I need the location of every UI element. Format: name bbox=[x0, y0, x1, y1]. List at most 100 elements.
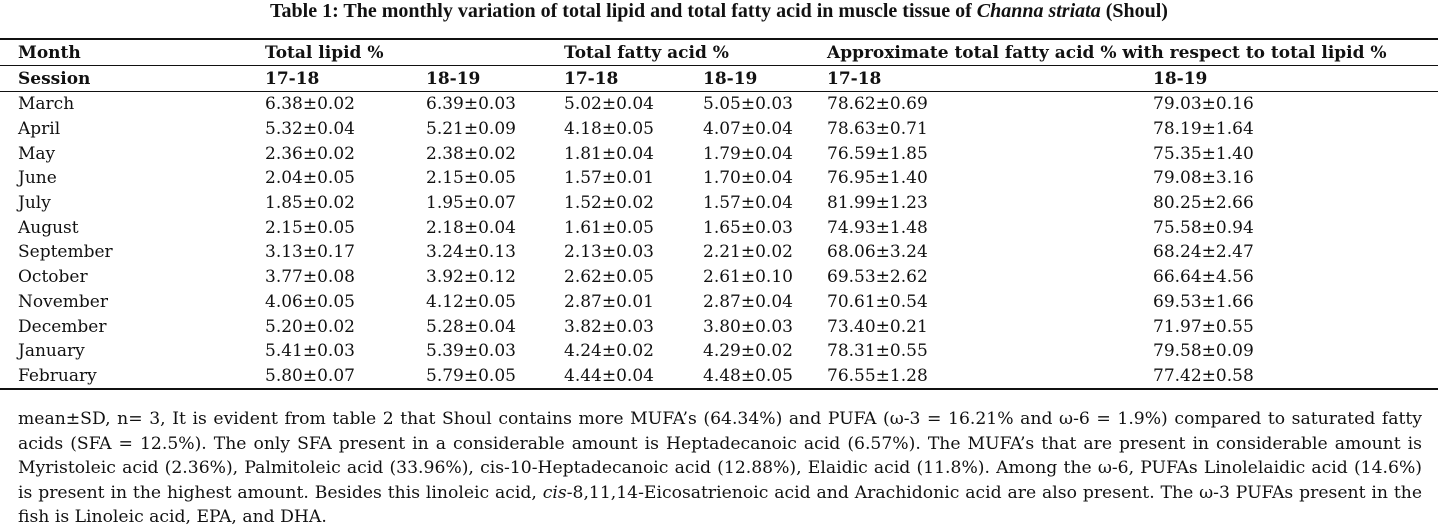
value-cell: 1.79±0.04 bbox=[703, 143, 793, 164]
value-cell: 1.57±0.01 bbox=[564, 168, 654, 189]
month-cell: July bbox=[18, 193, 51, 214]
session-fatty-18-19: 18-19 bbox=[685, 65, 810, 92]
value-cell: 78.63±0.71 bbox=[827, 119, 928, 140]
value-cell: 5.28±0.04 bbox=[426, 316, 516, 337]
value-cell: 1.85±0.02 bbox=[265, 193, 355, 214]
value-cell: 1.81±0.04 bbox=[564, 143, 654, 164]
value-cell: 80.25±2.66 bbox=[1153, 193, 1254, 214]
value-cell: 68.24±2.47 bbox=[1153, 242, 1254, 263]
month-cell: January bbox=[18, 341, 85, 362]
value-cell: 79.03±0.16 bbox=[1153, 94, 1254, 115]
value-cell: 3.92±0.12 bbox=[426, 267, 516, 288]
paragraph-text: mean±SD, n= 3, It is evident from table … bbox=[18, 407, 1422, 530]
value-cell: 5.39±0.03 bbox=[426, 341, 516, 362]
value-cell: 78.62±0.69 bbox=[827, 94, 928, 115]
value-cell: 2.62±0.05 bbox=[564, 267, 654, 288]
session-fatty-17-18: 17-18 bbox=[546, 65, 686, 92]
table-row: May 2.36±0.02 2.38±0.02 1.81±0.04 1.79±0.04 7… bbox=[0, 141, 1438, 166]
month-cell: March bbox=[18, 94, 75, 115]
month-cell: February bbox=[18, 365, 97, 386]
table-row: January 5.41±0.03 5.39±0.03 4.24±0.02 4.29±0… bbox=[0, 339, 1438, 364]
month-cell: November bbox=[18, 291, 108, 312]
value-cell: 4.24±0.02 bbox=[564, 341, 654, 362]
value-cell: 1.70±0.04 bbox=[703, 168, 793, 189]
session-ratio-18-19: 18-19 bbox=[1135, 65, 1438, 92]
lipid-fatty-acid-table: Month Total lipid % Total fatty acid % A… bbox=[0, 38, 1438, 391]
value-cell: 76.95±1.40 bbox=[827, 168, 928, 189]
value-cell: 5.79±0.05 bbox=[426, 365, 516, 386]
body-paragraph: mean±SD, n= 3, It is evident from table … bbox=[18, 407, 1422, 530]
value-cell: 3.24±0.13 bbox=[426, 242, 516, 263]
month-cell: August bbox=[18, 217, 79, 238]
caption-text: Table 1: The monthly variation of total … bbox=[270, 0, 977, 22]
value-cell: 1.95±0.07 bbox=[426, 193, 516, 214]
total-fatty-acid-header: Total fatty acid % bbox=[546, 39, 810, 66]
table-row: June 2.04±0.05 2.15±0.05 1.57±0.01 1.70±0.04… bbox=[0, 166, 1438, 191]
value-cell: 5.05±0.03 bbox=[703, 94, 793, 115]
value-cell: 5.32±0.04 bbox=[265, 119, 355, 140]
value-cell: 2.36±0.02 bbox=[265, 143, 355, 164]
table-caption: Table 1: The monthly variation of total … bbox=[0, 0, 1438, 26]
value-cell: 4.12±0.05 bbox=[426, 291, 516, 312]
value-cell: 3.77±0.08 bbox=[265, 267, 355, 288]
value-cell: 1.57±0.04 bbox=[703, 193, 793, 214]
value-cell: 4.44±0.04 bbox=[564, 365, 654, 386]
month-cell: December bbox=[18, 316, 107, 337]
value-cell: 2.87±0.01 bbox=[564, 291, 654, 312]
value-cell: 77.42±0.58 bbox=[1153, 365, 1254, 386]
table-row: August 2.15±0.05 2.18±0.04 1.61±0.05 1.65±0.… bbox=[0, 215, 1438, 240]
value-cell: 3.80±0.03 bbox=[703, 316, 793, 337]
table-row: September 3.13±0.17 3.24±0.13 2.13±0.03 2.21… bbox=[0, 240, 1438, 265]
value-cell: 76.55±1.28 bbox=[827, 365, 928, 386]
value-cell: 2.87±0.04 bbox=[703, 291, 793, 312]
table-row: December 5.20±0.02 5.28±0.04 3.82±0.03 3.80±… bbox=[0, 314, 1438, 339]
paragraph-part-1: mean±SD, n= 3, It is evident from table … bbox=[18, 409, 1422, 503]
table-row: February 5.80±0.07 5.79±0.05 4.44±0.04 4.48±… bbox=[0, 364, 1438, 390]
value-cell: 5.80±0.07 bbox=[265, 365, 355, 386]
total-lipid-header: Total lipid % bbox=[247, 39, 547, 66]
session-ratio-17-18: 17-18 bbox=[809, 65, 1136, 92]
value-cell: 4.06±0.05 bbox=[265, 291, 355, 312]
value-cell: 73.40±0.21 bbox=[827, 316, 928, 337]
session-lipid-17-18: 17-18 bbox=[247, 65, 408, 92]
value-cell: 79.58±0.09 bbox=[1153, 341, 1254, 362]
value-cell: 4.29±0.02 bbox=[703, 341, 793, 362]
value-cell: 71.97±0.55 bbox=[1153, 316, 1254, 337]
value-cell: 76.59±1.85 bbox=[827, 143, 928, 164]
value-cell: 79.08±3.16 bbox=[1153, 168, 1254, 189]
value-cell: 2.04±0.05 bbox=[265, 168, 355, 189]
month-cell: September bbox=[18, 242, 113, 263]
value-cell: 68.06±3.24 bbox=[827, 242, 928, 263]
value-cell: 5.20±0.02 bbox=[265, 316, 355, 337]
value-cell: 69.53±1.66 bbox=[1153, 291, 1254, 312]
month-cell: April bbox=[18, 119, 61, 140]
value-cell: 2.15±0.05 bbox=[426, 168, 516, 189]
table-row: October 3.77±0.08 3.92±0.12 2.62±0.05 2.61±0… bbox=[0, 265, 1438, 290]
value-cell: 5.02±0.04 bbox=[564, 94, 654, 115]
value-cell: 6.38±0.02 bbox=[265, 94, 355, 115]
value-cell: 4.18±0.05 bbox=[564, 119, 654, 140]
value-cell: 74.93±1.48 bbox=[827, 217, 928, 238]
table-row: April 5.32±0.04 5.21±0.09 4.18±0.05 4.07±0.0… bbox=[0, 117, 1438, 142]
value-cell: 2.61±0.10 bbox=[703, 267, 793, 288]
month-cell: October bbox=[18, 267, 88, 288]
caption-species: Channa striata bbox=[976, 0, 1101, 22]
month-cell: May bbox=[18, 143, 56, 164]
value-cell: 1.52±0.02 bbox=[564, 193, 654, 214]
month-cell: June bbox=[18, 168, 57, 189]
value-cell: 78.31±0.55 bbox=[827, 341, 928, 362]
value-cell: 2.15±0.05 bbox=[265, 217, 355, 238]
value-cell: 3.82±0.03 bbox=[564, 316, 654, 337]
value-cell: 1.61±0.05 bbox=[564, 217, 654, 238]
value-cell: 5.41±0.03 bbox=[265, 341, 355, 362]
month-header: Month bbox=[0, 39, 247, 66]
value-cell: 4.07±0.04 bbox=[703, 119, 793, 140]
value-cell: 2.18±0.04 bbox=[426, 217, 516, 238]
group-header-row: Month Total lipid % Total fatty acid % A… bbox=[0, 39, 1438, 66]
value-cell: 81.99±1.23 bbox=[827, 193, 928, 214]
session-lipid-18-19: 18-19 bbox=[408, 65, 547, 92]
table-row: March 6.38±0.02 6.39±0.03 5.02±0.04 5.05±0.0… bbox=[0, 92, 1438, 117]
value-cell: 75.58±0.94 bbox=[1153, 217, 1254, 238]
caption-common-name: (Shoul) bbox=[1100, 0, 1168, 22]
table-row: July 1.85±0.02 1.95±0.07 1.52±0.02 1.57±0.04… bbox=[0, 191, 1438, 216]
